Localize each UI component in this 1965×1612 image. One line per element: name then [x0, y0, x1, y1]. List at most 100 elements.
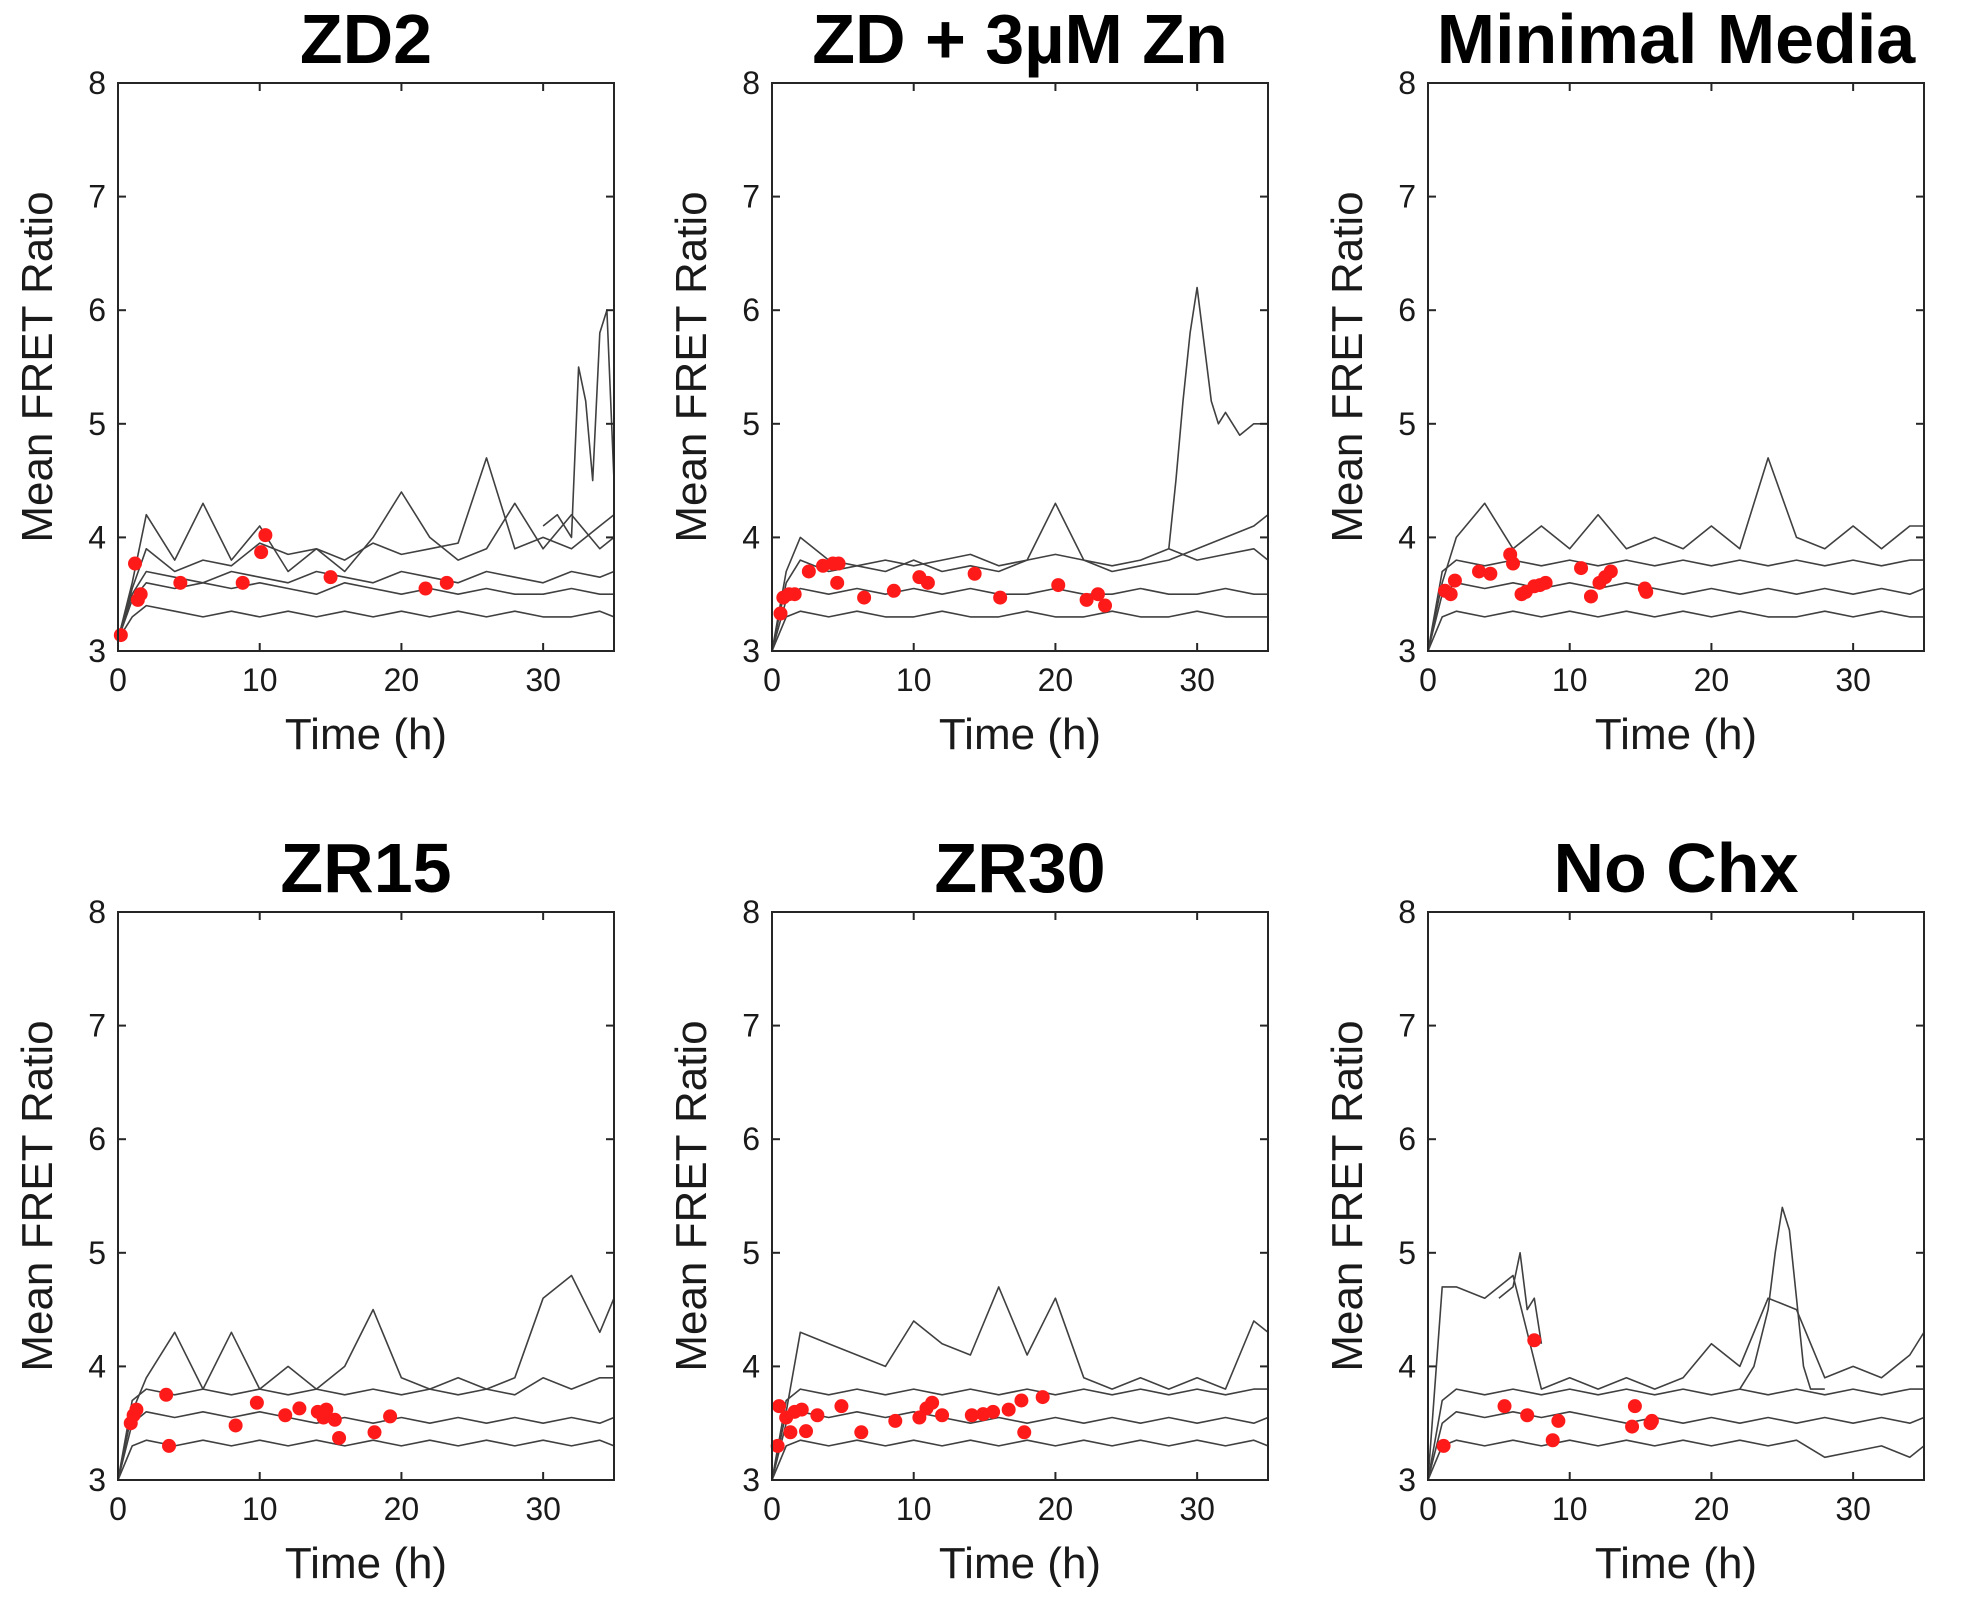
y-tick-label: 4 [742, 1348, 760, 1384]
y-axis-label: Mean FRET Ratio [667, 191, 716, 542]
event-marker [1443, 587, 1458, 602]
trace-group [118, 309, 614, 641]
event-marker [787, 587, 802, 602]
event-marker [920, 575, 935, 590]
chart-title: No Chx [1554, 829, 1799, 907]
y-axis-label: Mean FRET Ratio [1323, 191, 1372, 542]
event-marker [383, 1409, 398, 1424]
event-marker [133, 587, 148, 602]
plot-frame [1427, 911, 1925, 1481]
x-axis-label: Time (h) [285, 1539, 447, 1588]
event-marker [810, 1408, 825, 1423]
y-tick-label: 6 [1398, 292, 1416, 328]
y-tick-label: 3 [742, 633, 760, 669]
fret-trace-line [772, 610, 1268, 651]
fret-trace-line [1739, 1206, 1825, 1390]
chart-panel: ZR30 3 4 5 6 7 8 0 10 20 30 Time (h) Mean FRET Ratio [667, 829, 1269, 1588]
event-marker [292, 1401, 307, 1416]
plot-frame [771, 82, 1269, 652]
plot-frame [1427, 82, 1925, 652]
fret-trace-line [118, 1377, 614, 1480]
fret-trace-line [1428, 1439, 1924, 1480]
y-tick-label: 8 [1398, 894, 1416, 930]
chart-panel: Minimal Media 3 4 5 6 7 8 0 10 20 30 Time (h) Mean F… [1323, 0, 1925, 759]
event-marker [1639, 584, 1654, 599]
event-marker [254, 545, 269, 560]
event-marker [129, 1402, 144, 1417]
chart-panel: ZD + 3µM Zn 3 4 5 6 7 8 0 10 20 30 Time (h) Mean FRE… [667, 0, 1269, 759]
y-tick-label: 4 [88, 519, 106, 555]
event-marker [332, 1430, 347, 1445]
event-marker [1001, 1402, 1016, 1417]
fret-trace-line [1428, 457, 1924, 651]
event-marker [1447, 573, 1462, 588]
y-axis-label: Mean FRET Ratio [13, 1020, 62, 1371]
event-marker [1079, 592, 1094, 607]
fret-trace-line [1428, 559, 1924, 651]
fret-trace-line [772, 502, 1268, 651]
x-axis-label: Time (h) [939, 1539, 1101, 1588]
event-marker [1472, 564, 1487, 579]
y-tick-label: 5 [88, 406, 106, 442]
event-marker [773, 606, 788, 621]
y-tick-label: 6 [88, 1121, 106, 1157]
x-tick-label: 20 [384, 662, 420, 698]
x-tick-label: 10 [1552, 662, 1588, 698]
fret-trace-line [118, 582, 614, 640]
event-marker [925, 1395, 940, 1410]
y-tick-label: 4 [1398, 519, 1416, 555]
fret-trace-line [1428, 1274, 1924, 1480]
x-tick-label: 0 [109, 662, 127, 698]
y-tick-label: 6 [742, 292, 760, 328]
event-marker [935, 1408, 950, 1423]
event-marker [1014, 1393, 1029, 1408]
chart-title: ZR30 [934, 829, 1105, 907]
chart-panel: ZD2 3 4 5 6 7 8 0 10 20 30 Time (h) Mean FRET Ratio [13, 0, 615, 759]
y-tick-label: 7 [742, 179, 760, 215]
event-marker [1583, 589, 1598, 604]
y-tick-label: 6 [742, 1121, 760, 1157]
event-marker [888, 1413, 903, 1428]
y-tick-label: 5 [742, 1235, 760, 1271]
event-marker [173, 575, 188, 590]
x-tick-label: 0 [763, 1491, 781, 1527]
chart-panel: ZR15 3 4 5 6 7 8 0 10 20 30 Time (h) Mean FRET Ratio [13, 829, 615, 1588]
event-marker [830, 575, 845, 590]
plot-frame [117, 911, 615, 1481]
y-tick-label: 3 [1398, 633, 1416, 669]
event-marker [854, 1425, 869, 1440]
chart-panel: No Chx 3 4 5 6 7 8 0 10 20 30 Time (h) Mean FRET Rat… [1323, 829, 1925, 1588]
x-tick-label: 30 [525, 1491, 561, 1527]
event-marker [993, 590, 1008, 605]
event-marker [772, 1399, 787, 1414]
event-marker [1436, 1438, 1451, 1453]
x-tick-label: 30 [525, 662, 561, 698]
x-tick-label: 0 [1419, 1491, 1437, 1527]
event-marker [228, 1418, 243, 1433]
x-tick-label: 10 [896, 1491, 932, 1527]
plot-frame [771, 911, 1269, 1481]
trace-group [772, 286, 1268, 651]
event-marker [327, 1412, 342, 1427]
fret-trace-line [772, 1286, 1268, 1480]
event-marker [964, 1408, 979, 1423]
x-axis-label: Time (h) [285, 710, 447, 759]
event-marker [1520, 1408, 1535, 1423]
trace-group [1428, 457, 1924, 651]
fret-trace-line [118, 604, 614, 641]
event-marker [1483, 566, 1498, 581]
x-tick-label: 0 [763, 662, 781, 698]
fret-trace-line [772, 587, 1268, 651]
x-tick-label: 10 [896, 662, 932, 698]
y-axis-label: Mean FRET Ratio [13, 191, 62, 542]
event-marker [1644, 1413, 1659, 1428]
fret-trace-line [1428, 1388, 1924, 1480]
event-marker [323, 570, 338, 585]
x-tick-label: 0 [109, 1491, 127, 1527]
event-marker [1090, 587, 1105, 602]
event-marker [801, 564, 816, 579]
fret-trace-line [118, 491, 614, 640]
event-marker [1098, 598, 1113, 613]
y-tick-label: 8 [1398, 65, 1416, 101]
